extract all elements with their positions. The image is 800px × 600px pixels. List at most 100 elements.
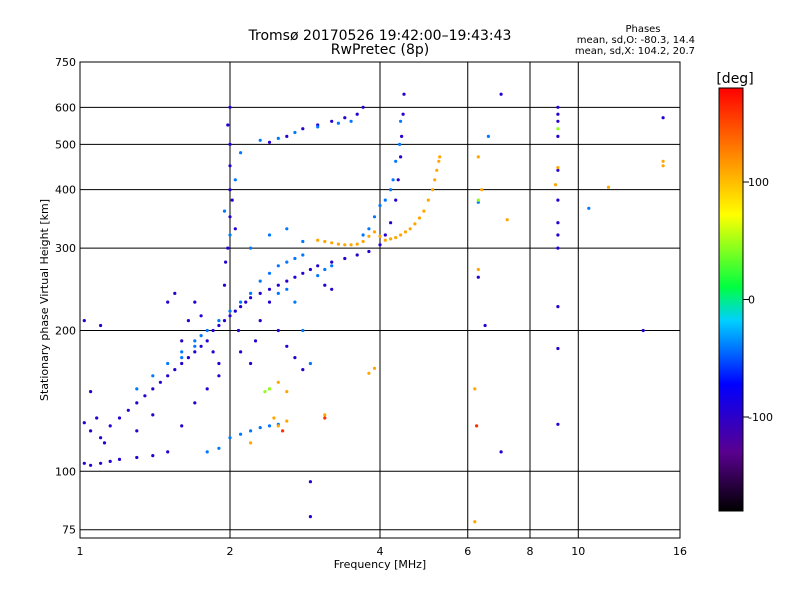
data-point <box>323 416 327 420</box>
data-point <box>217 374 221 378</box>
data-point <box>249 361 253 366</box>
data-point <box>476 198 480 202</box>
data-point <box>476 275 480 279</box>
data-point <box>228 105 232 109</box>
y-tick-label: 500 <box>55 138 76 151</box>
data-point <box>135 401 139 405</box>
data-point <box>361 105 365 109</box>
data-point <box>361 233 365 237</box>
data-point <box>239 305 243 309</box>
data-point <box>228 309 232 313</box>
data-point <box>293 356 297 360</box>
data-point <box>438 155 442 159</box>
data-point <box>180 356 184 360</box>
data-point <box>89 463 93 467</box>
data-point <box>258 138 262 142</box>
data-point <box>349 243 353 247</box>
data-point <box>308 515 312 519</box>
x-tick-label: 16 <box>673 545 687 558</box>
data-point <box>401 112 405 116</box>
data-point <box>389 188 393 192</box>
data-point <box>367 234 371 238</box>
data-point <box>383 238 387 242</box>
data-point <box>186 356 190 360</box>
chart-subtitle: RwPretec (8p) <box>331 42 429 58</box>
data-point <box>276 136 280 140</box>
data-point <box>267 424 272 428</box>
data-point <box>285 260 289 264</box>
colorbar-tick-label: 0 <box>748 294 755 307</box>
data-point <box>378 243 382 247</box>
stats-o: mean, sd,O: -80.3, 14.4 <box>577 35 695 46</box>
data-point <box>556 221 560 225</box>
data-point <box>199 344 203 348</box>
data-point <box>233 178 237 182</box>
data-point <box>276 424 280 428</box>
data-point <box>233 309 237 313</box>
data-point <box>293 300 297 304</box>
data-point <box>323 283 327 287</box>
data-point <box>301 239 305 244</box>
plot-frame <box>79 61 681 539</box>
data-point <box>391 178 395 182</box>
data-point <box>343 243 347 247</box>
data-point <box>267 300 272 304</box>
data-point <box>556 112 560 116</box>
data-point <box>135 455 139 460</box>
data-point <box>308 361 312 366</box>
data-point <box>308 267 312 272</box>
data-point <box>343 116 347 120</box>
data-point <box>217 446 221 450</box>
data-point <box>285 279 289 283</box>
data-point <box>476 155 480 159</box>
data-point <box>389 237 393 241</box>
data-point <box>556 198 560 202</box>
y-tick-label: 200 <box>55 324 76 337</box>
data-point <box>417 216 422 220</box>
chart-title: Tromsø 20170526 19:42:00–19:43:43 <box>248 28 512 44</box>
data-point <box>239 300 243 304</box>
data-point <box>556 105 560 109</box>
data-point <box>199 314 203 318</box>
data-point <box>166 361 170 366</box>
y-axis-label: Stationary phase Virtual Height [km] <box>38 199 51 401</box>
data-point <box>272 416 276 420</box>
data-point <box>166 450 170 454</box>
data-point <box>99 461 103 465</box>
data-point <box>398 142 402 146</box>
data-point <box>301 271 305 275</box>
data-point <box>437 159 441 163</box>
data-point <box>389 221 393 225</box>
data-point <box>476 200 480 204</box>
data-point <box>249 296 253 300</box>
data-points <box>82 92 665 524</box>
data-point <box>276 264 280 268</box>
x-tick-label: 8 <box>527 545 534 558</box>
data-point <box>249 246 253 250</box>
colorbar-tick-label: -100 <box>748 411 773 424</box>
data-point <box>293 256 297 261</box>
data-point <box>276 380 280 384</box>
colorbar-ticks: 100 0 -100 <box>743 176 773 424</box>
data-point <box>285 344 289 348</box>
data-point <box>249 291 253 295</box>
data-point <box>151 413 155 417</box>
data-point <box>475 424 479 428</box>
data-point <box>285 227 289 231</box>
data-point <box>308 480 312 484</box>
data-point <box>399 233 403 237</box>
data-point <box>158 380 162 384</box>
data-point <box>267 287 272 291</box>
data-point <box>143 394 147 398</box>
x-tick-label: 2 <box>227 545 234 558</box>
data-point <box>372 215 377 219</box>
data-point <box>276 328 280 333</box>
data-point <box>316 264 320 268</box>
data-point <box>301 368 305 372</box>
data-point <box>151 387 155 391</box>
data-point <box>323 267 327 272</box>
data-point <box>205 387 209 391</box>
data-point <box>293 275 297 279</box>
data-point <box>166 300 170 304</box>
data-point <box>372 366 377 370</box>
